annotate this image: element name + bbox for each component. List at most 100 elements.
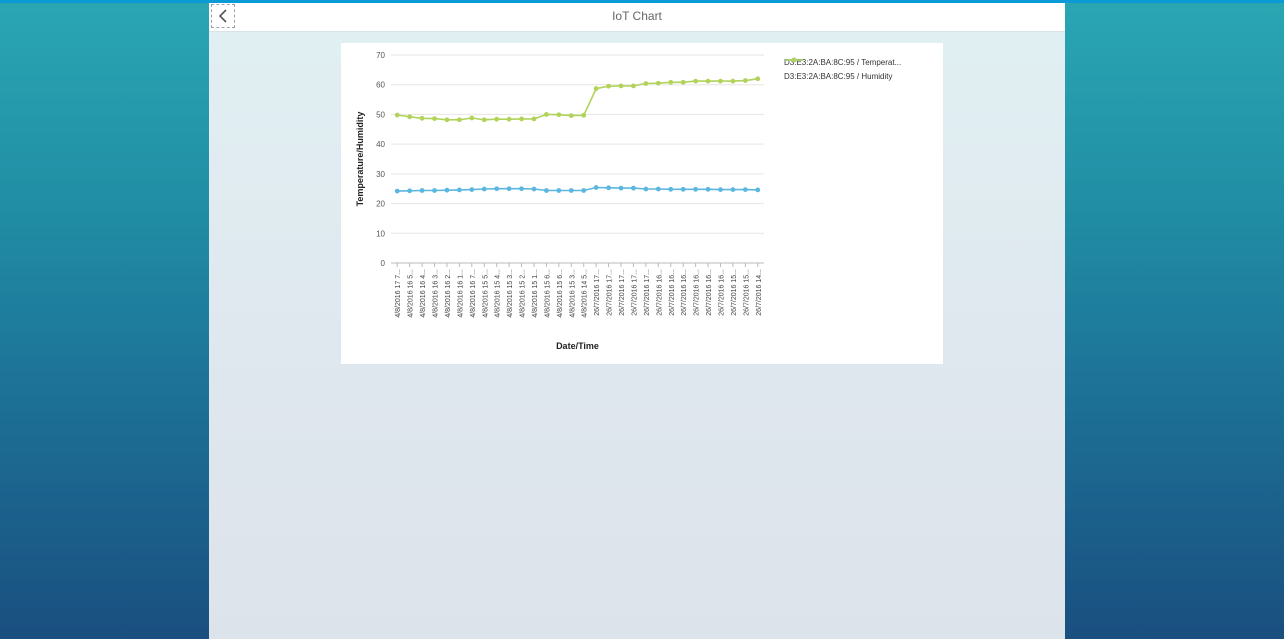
data-point — [643, 186, 649, 192]
x-tick-label: 4/8/2016 16 2... — [445, 269, 452, 318]
data-point — [730, 78, 736, 84]
data-point — [668, 186, 674, 192]
x-tick-label: 4/8/2016 15 6... — [544, 269, 551, 318]
data-point — [606, 83, 611, 89]
x-tick-label: 4/8/2016 16 7... — [470, 269, 477, 318]
data-point — [693, 186, 699, 192]
data-point — [531, 186, 537, 192]
data-point — [519, 186, 524, 192]
y-tick-label: 10 — [376, 229, 385, 238]
data-point — [481, 117, 487, 123]
data-point — [705, 186, 711, 192]
data-point — [506, 186, 512, 192]
data-point — [693, 78, 699, 84]
chart-card: 0 10 20 30 40 50 60 70 4/8/2016 17 7... 4/8/2016 … — [341, 43, 943, 364]
data-point — [407, 188, 413, 194]
data-point — [755, 76, 761, 82]
data-point — [618, 185, 624, 191]
data-point — [668, 79, 674, 85]
data-point — [481, 186, 487, 192]
x-tick-label: 26/7/2016 16... — [706, 269, 713, 316]
data-point — [506, 116, 512, 122]
data-point — [705, 78, 711, 84]
x-tick-label: 4/8/2016 15 5... — [482, 269, 489, 318]
x-tick-label: 4/8/2016 16 3... — [433, 269, 440, 318]
x-tick-label: 4/8/2016 17 7... — [395, 269, 402, 318]
y-tick-label: 30 — [376, 170, 385, 179]
x-tick-label: 26/7/2016 16... — [718, 269, 725, 316]
x-tick-label: 4/8/2016 14 5... — [582, 269, 589, 318]
page-header: IoT Chart — [209, 3, 1065, 32]
data-point — [432, 188, 437, 193]
page-title: IoT Chart — [612, 9, 662, 23]
data-point — [456, 117, 462, 123]
data-point — [444, 187, 450, 193]
data-point — [581, 112, 587, 118]
legend-label: D3:E3:2A:BA:8C:95 / Humidity — [784, 71, 893, 81]
x-tick-label: 4/8/2016 15 1... — [532, 269, 539, 318]
back-button[interactable] — [211, 4, 235, 28]
x-tick-label: 26/7/2016 14... — [756, 269, 763, 316]
data-point — [643, 81, 649, 86]
data-point — [568, 113, 574, 119]
x-tick-label: 26/7/2016 17... — [631, 269, 638, 316]
chevron-left-icon — [218, 9, 227, 23]
x-tick-label: 26/7/2016 17... — [594, 269, 601, 316]
data-point — [531, 116, 537, 122]
data-point — [394, 112, 400, 118]
legend-item-1[interactable]: D3:E3:2A:BA:8C:95 / Temperat... — [784, 55, 939, 69]
data-point — [631, 185, 636, 191]
x-tick-label: 4/8/2016 15 4... — [495, 269, 502, 318]
data-point — [419, 115, 425, 121]
data-point — [494, 186, 500, 192]
x-tick-label: 4/8/2016 16 1... — [457, 269, 464, 318]
x-tick-label: 4/8/2016 15 2... — [520, 269, 527, 318]
data-point — [544, 112, 549, 117]
data-point — [631, 83, 636, 89]
data-point — [556, 112, 562, 118]
y-tick-label: 70 — [376, 51, 385, 60]
x-tick-label: 4/8/2016 16 5... — [408, 269, 415, 318]
x-tick-label: 26/7/2016 17... — [607, 269, 614, 316]
data-point — [593, 86, 599, 91]
data-point — [469, 187, 475, 193]
legend-label: D3:E3:2A:BA:8C:95 / Temperat... — [784, 57, 902, 67]
data-point — [432, 116, 437, 121]
x-tick-label: 26/7/2016 15... — [743, 269, 750, 316]
legend-swatch — [785, 57, 803, 63]
data-point — [742, 187, 748, 193]
y-axis-title: Temperature/Humidity — [355, 112, 365, 207]
data-point — [456, 187, 462, 193]
data-point — [444, 117, 450, 123]
x-tick-label: 26/7/2016 15... — [731, 269, 738, 316]
x-tick-label: 26/7/2016 16... — [656, 269, 663, 316]
data-point — [581, 188, 587, 193]
data-point — [469, 115, 475, 121]
data-point — [407, 114, 413, 120]
x-tick-label: 26/7/2016 17... — [619, 269, 626, 316]
y-tick-label: 50 — [376, 110, 385, 119]
y-tick-label: 0 — [381, 259, 386, 268]
line-chart: 0 10 20 30 40 50 60 70 4/8/2016 17 7... 4/8/2016 … — [355, 51, 764, 351]
data-point — [718, 187, 723, 193]
data-point — [419, 188, 425, 193]
data-point — [655, 186, 661, 192]
x-tick-label: 26/7/2016 16... — [694, 269, 701, 316]
legend-swatch-marker — [791, 57, 797, 63]
data-point — [718, 78, 723, 84]
data-point — [730, 187, 736, 193]
data-point — [593, 185, 599, 190]
y-tick-label: 40 — [376, 140, 385, 149]
x-tick-label: 4/8/2016 15 6... — [557, 269, 564, 318]
legend-item-2[interactable]: D3:E3:2A:BA:8C:95 / Humidity — [784, 57, 939, 83]
data-point — [655, 80, 661, 86]
x-tick-label: 4/8/2016 15 3... — [507, 269, 514, 318]
data-point — [494, 116, 500, 122]
x-tick-label: 26/7/2016 16... — [681, 269, 688, 316]
data-point — [544, 188, 549, 193]
chart-legend: D3:E3:2A:BA:8C:95 / Temperat... D3:E3:2A:… — [784, 55, 939, 83]
x-tick-label: 4/8/2016 15 3... — [569, 269, 576, 318]
data-point — [394, 188, 400, 194]
data-point — [742, 78, 748, 83]
x-tick-label: 26/7/2016 17... — [644, 269, 651, 316]
